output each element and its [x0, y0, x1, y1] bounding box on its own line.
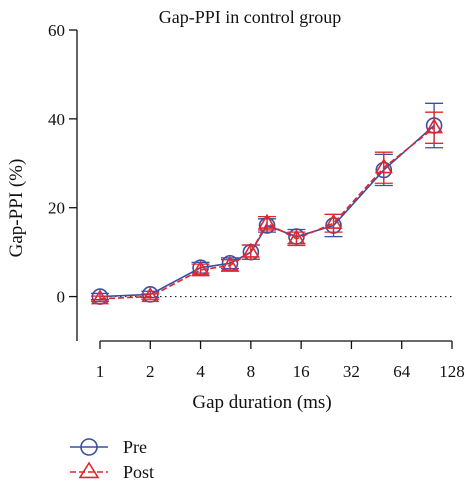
x-tick-label: 32: [343, 362, 360, 381]
series-post: [90, 111, 444, 305]
data-point: [258, 213, 277, 229]
data-point: [374, 158, 393, 174]
x-tick-label: 128: [439, 362, 465, 381]
x-axis-label: Gap duration (ms): [192, 392, 331, 413]
chart-title: Gap-PPI in control group: [159, 7, 341, 27]
y-tick-label: 0: [57, 288, 66, 307]
y-tick-label: 40: [48, 110, 65, 129]
data-point: [241, 242, 260, 258]
plot-area: [90, 102, 444, 305]
data-point: [425, 118, 444, 134]
legend-item-pre: Pre: [70, 437, 147, 457]
data-point: [141, 287, 160, 303]
legend-marker: [78, 461, 100, 479]
legend-label: Pre: [123, 437, 147, 457]
data-point: [220, 255, 239, 272]
series-pre: [91, 102, 444, 305]
axes: 0 20 40 60 1 2 4 8 16 32 64 128: [48, 21, 465, 381]
x-tick-label: 1: [96, 362, 105, 381]
series-line: [99, 124, 435, 298]
data-point: [287, 229, 306, 245]
data-point: [191, 260, 210, 276]
x-tick-label: 16: [293, 362, 310, 381]
legend-label: Post: [123, 462, 154, 482]
data-point: [324, 213, 343, 229]
y-tick-label: 60: [48, 21, 65, 40]
x-tick-label: 8: [247, 362, 256, 381]
x-tick-label: 64: [393, 362, 411, 381]
legend-item-post: Post: [70, 461, 154, 482]
legend-marker: [80, 438, 98, 456]
y-axis-label: Gap-PPI (%): [6, 159, 27, 258]
x-tick-label: 2: [146, 362, 155, 381]
y-tick-label: 20: [48, 199, 65, 218]
data-point: [90, 289, 110, 305]
legend: Pre Post: [70, 437, 154, 482]
x-tick-label: 4: [196, 362, 205, 381]
